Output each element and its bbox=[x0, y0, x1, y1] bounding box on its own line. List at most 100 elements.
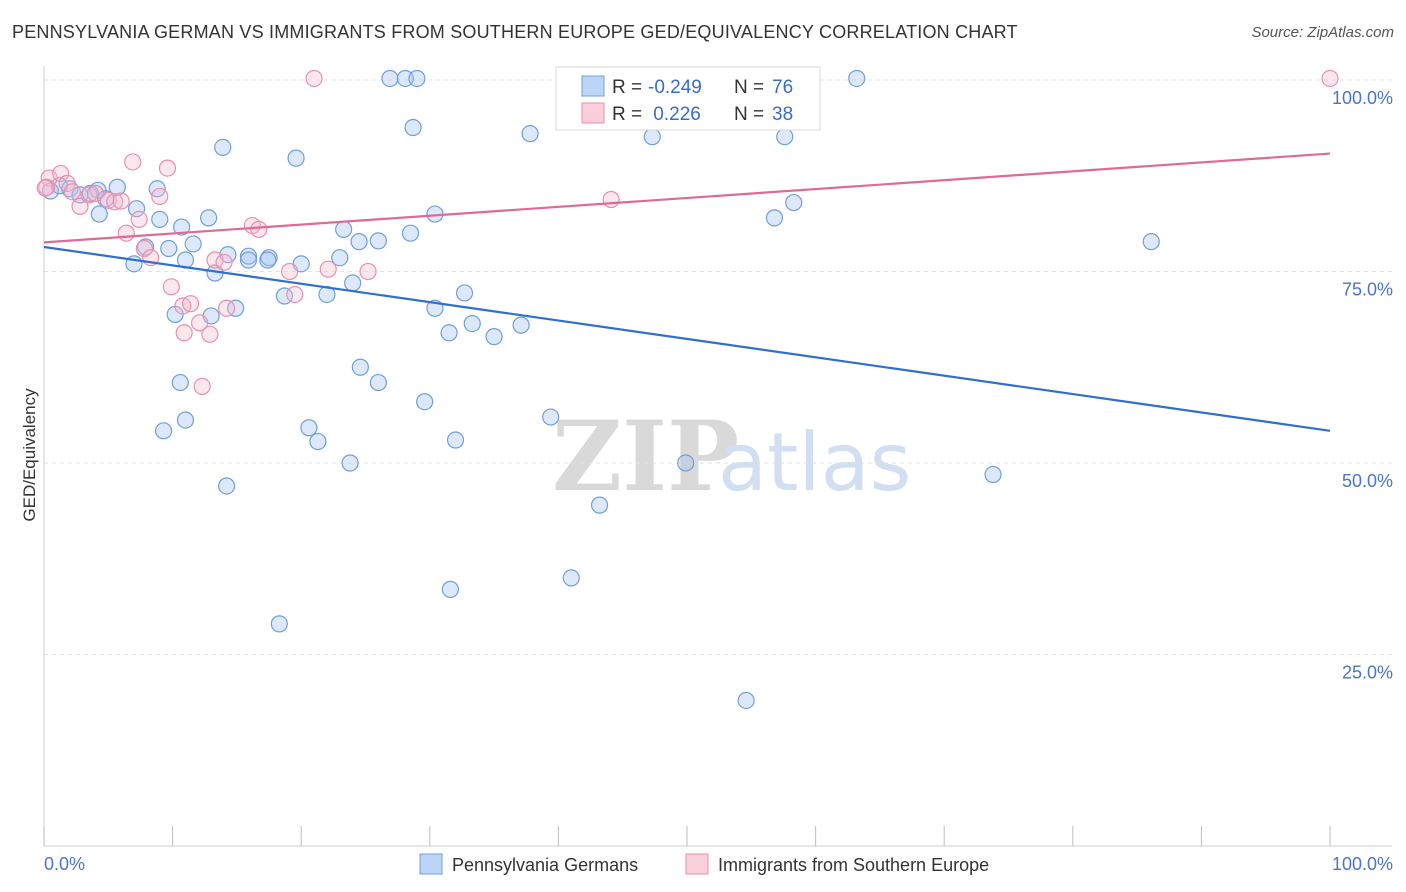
point-pennsylvania-german-23 bbox=[369, 232, 387, 250]
y-tick-label-2: 75.0% bbox=[1342, 280, 1393, 300]
point-pennsylvania-german-50 bbox=[344, 274, 362, 292]
point-pennsylvania-german-18 bbox=[239, 247, 258, 265]
point-pennsylvania-german-30 bbox=[521, 125, 539, 143]
point-pennsylvania-german-67 bbox=[542, 408, 560, 426]
point-pennsylvania-german-65 bbox=[446, 431, 465, 449]
x-tick-label-1: 100.0% bbox=[1332, 854, 1393, 874]
y-axis-label: GED/Equivalency bbox=[20, 388, 39, 522]
stats-n-label-pink: N = bbox=[734, 104, 764, 125]
point-southern-europe-21 bbox=[191, 314, 209, 332]
point-southern-europe-17 bbox=[162, 278, 180, 296]
point-pennsylvania-german-54 bbox=[463, 314, 481, 333]
x-tick-label-0: 0.0% bbox=[44, 854, 85, 874]
point-southern-europe-1 bbox=[52, 164, 70, 183]
point-southern-europe-32 bbox=[359, 262, 377, 281]
point-southern-europe-2 bbox=[58, 174, 76, 193]
legend-swatch-blue bbox=[419, 853, 443, 875]
point-southern-europe-10 bbox=[117, 224, 135, 242]
point-pennsylvania-german-70 bbox=[984, 465, 1002, 484]
point-pennsylvania-german-42 bbox=[239, 251, 258, 269]
point-southern-europe-37 bbox=[1321, 69, 1339, 88]
point-southern-europe-36 bbox=[36, 179, 54, 197]
point-southern-europe-34 bbox=[602, 190, 620, 209]
point-southern-europe-26 bbox=[218, 299, 236, 317]
point-pennsylvania-german-12 bbox=[287, 149, 305, 167]
point-pennsylvania-german-24 bbox=[401, 224, 420, 242]
point-pennsylvania-german-69 bbox=[218, 477, 236, 495]
point-pennsylvania-german-14 bbox=[160, 239, 178, 258]
point-pennsylvania-german-37 bbox=[184, 235, 202, 253]
point-pennsylvania-german-73 bbox=[562, 569, 580, 587]
point-pennsylvania-german-6 bbox=[108, 178, 126, 196]
point-pennsylvania-german-58 bbox=[369, 373, 387, 392]
point-southern-europe-8 bbox=[106, 193, 124, 211]
point-pennsylvania-german-36 bbox=[1142, 233, 1160, 251]
legend-label-blue: Pennsylvania Germans bbox=[452, 855, 638, 875]
y-tick-label-3: 100.0% bbox=[1332, 88, 1393, 108]
legend-swatch-pink bbox=[685, 853, 709, 875]
data-points bbox=[36, 69, 1339, 710]
point-southern-europe-3 bbox=[63, 183, 81, 201]
y-tick-label-1: 50.0% bbox=[1342, 471, 1393, 491]
point-pennsylvania-german-34 bbox=[765, 209, 784, 227]
trend-line-southern-europe bbox=[43, 152, 1331, 244]
point-southern-europe-16 bbox=[158, 159, 177, 177]
point-southern-europe-29 bbox=[281, 262, 299, 281]
point-pennsylvania-german-28 bbox=[408, 69, 426, 88]
point-pennsylvania-german-21 bbox=[335, 220, 353, 238]
legend: Pennsylvania Germans Immigrants from Sou… bbox=[419, 853, 989, 875]
point-pennsylvania-german-57 bbox=[351, 358, 369, 376]
stats-n-value-blue: 76 bbox=[772, 77, 793, 98]
point-pennsylvania-german-13 bbox=[173, 218, 191, 236]
point-southern-europe-31 bbox=[319, 260, 337, 278]
point-southern-europe-22 bbox=[193, 377, 211, 395]
point-southern-europe-4 bbox=[71, 197, 89, 215]
point-pennsylvania-german-31 bbox=[643, 128, 661, 146]
point-pennsylvania-german-29 bbox=[404, 118, 422, 137]
point-pennsylvania-german-62 bbox=[300, 419, 318, 437]
stats-swatch-pink bbox=[581, 102, 605, 124]
point-pennsylvania-german-26 bbox=[381, 69, 399, 88]
point-southern-europe-33 bbox=[305, 69, 323, 88]
point-southern-europe-9 bbox=[112, 192, 130, 210]
point-pennsylvania-german-20 bbox=[331, 249, 349, 267]
point-pennsylvania-german-33 bbox=[776, 128, 794, 146]
point-pennsylvania-german-74 bbox=[270, 615, 288, 633]
point-pennsylvania-german-72 bbox=[441, 580, 459, 598]
point-southern-europe-23 bbox=[201, 325, 219, 343]
stats-box: R = -0.249 N = 76 R = 0.226 N = 38 bbox=[555, 66, 821, 131]
y-tick-labels: 25.0% 50.0% 75.0% 100.0% bbox=[1332, 88, 1393, 683]
point-southern-europe-28 bbox=[250, 220, 268, 238]
point-pennsylvania-german-35 bbox=[785, 193, 803, 212]
point-pennsylvania-german-56 bbox=[512, 316, 530, 334]
point-southern-europe-20 bbox=[182, 295, 200, 313]
point-pennsylvania-german-71 bbox=[590, 496, 609, 514]
point-southern-europe-12 bbox=[130, 210, 148, 229]
stats-r-label-blue: R = bbox=[612, 77, 642, 98]
stats-r-value-blue: -0.249 bbox=[648, 77, 702, 98]
point-pennsylvania-german-49 bbox=[227, 299, 245, 317]
point-pennsylvania-german-59 bbox=[171, 373, 189, 392]
point-pennsylvania-german-68 bbox=[677, 454, 695, 472]
point-pennsylvania-german-60 bbox=[176, 411, 195, 429]
point-pennsylvania-german-32 bbox=[848, 69, 866, 88]
point-southern-europe-19 bbox=[175, 324, 193, 342]
x-tick-labels: 0.0% 100.0% bbox=[44, 854, 1393, 874]
point-pennsylvania-german-51 bbox=[455, 284, 474, 302]
point-southern-europe-7 bbox=[99, 191, 117, 209]
trend-line-pennsylvania-german bbox=[43, 245, 1331, 432]
point-pennsylvania-german-43 bbox=[259, 251, 277, 269]
stats-r-label-pink: R = bbox=[612, 104, 642, 125]
chart-source: Source: ZipAtlas.com bbox=[1251, 24, 1394, 41]
point-southern-europe-13 bbox=[135, 239, 153, 258]
point-southern-europe-5 bbox=[80, 186, 98, 204]
point-pennsylvania-german-64 bbox=[341, 454, 359, 472]
y-tick-label-0: 25.0% bbox=[1342, 663, 1393, 683]
point-southern-europe-30 bbox=[286, 285, 304, 304]
point-southern-europe-25 bbox=[215, 253, 233, 271]
point-pennsylvania-german-63 bbox=[309, 432, 327, 451]
grid-lines bbox=[44, 79, 1392, 655]
stats-n-label-blue: N = bbox=[734, 77, 764, 98]
axes bbox=[43, 66, 1392, 847]
